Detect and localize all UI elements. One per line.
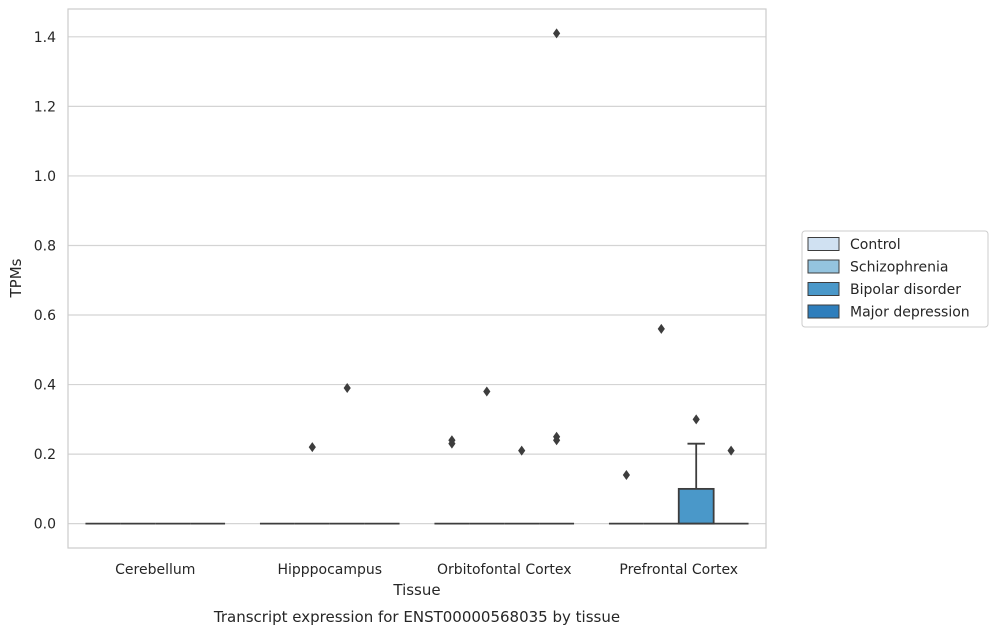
legend-label: Control <box>850 237 901 253</box>
legend-swatch <box>807 259 840 274</box>
outlier-point <box>553 28 561 39</box>
y-tick-label: 1.4 <box>34 30 56 46</box>
outlier-point <box>308 442 316 453</box>
box-bipolar-disorder <box>677 442 715 525</box>
outlier-point <box>448 435 456 446</box>
y-tick-label: 0.6 <box>34 308 56 324</box>
legend-swatch <box>807 304 840 319</box>
box-body <box>677 487 715 525</box>
x-tick-label: Cerebellum <box>115 562 195 578</box>
plot-area <box>67 8 767 549</box>
outlier-point <box>483 386 491 397</box>
legend-swatch <box>807 237 840 251</box>
outlier-point <box>553 431 561 442</box>
legend-swatch <box>807 282 840 296</box>
y-tick-label: 0.8 <box>34 238 56 254</box>
y-axis-label: TPMs <box>7 258 25 298</box>
y-tick-label: 0.4 <box>34 378 56 394</box>
gridlines <box>68 36 766 525</box>
x-tick-labels: Cerebellum Hipppocampus Orbitofontal Corte… <box>115 562 738 578</box>
outlier-point <box>343 383 351 394</box>
outlier-point <box>657 323 665 334</box>
outlier-point <box>692 414 700 425</box>
legend-label: Bipolar disorder <box>850 282 961 298</box>
x-tick-label: Hipppocampus <box>277 562 382 578</box>
outlier-point <box>518 445 526 456</box>
chart-caption: Transcript expression for ENST0000056803… <box>213 608 620 626</box>
y-tick-label: 0.2 <box>34 447 56 463</box>
x-tick-label: Prefrontal Cortex <box>619 562 738 578</box>
outlier-point <box>727 445 735 456</box>
y-tick-labels: 0.0 0.2 0.4 0.6 0.8 1.0 1.2 1.4 <box>34 30 56 533</box>
outlier-point <box>622 469 630 480</box>
legend-frame <box>801 230 989 328</box>
legend-label: Schizophrenia <box>850 260 948 276</box>
boxes <box>85 442 749 525</box>
x-tick-label: Orbitofontal Cortex <box>437 562 572 578</box>
x-axis-label: Tissue <box>392 581 440 599</box>
legend-items: Control Schizophrenia Bipolar disorder Majo… <box>807 237 970 321</box>
legend-label: Major depression <box>850 305 970 321</box>
y-tick-label: 1.0 <box>34 169 56 185</box>
outliers <box>308 28 735 480</box>
y-tick-label: 1.2 <box>34 99 56 115</box>
y-tick-label: 0.0 <box>34 517 56 533</box>
legend: Control Schizophrenia Bipolar disorder Majo… <box>801 230 989 328</box>
